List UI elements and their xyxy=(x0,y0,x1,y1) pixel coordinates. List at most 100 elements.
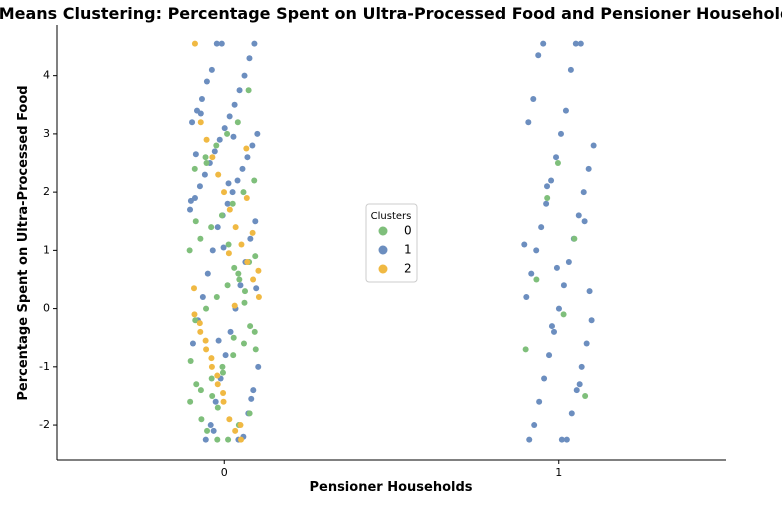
point xyxy=(580,189,587,196)
point xyxy=(236,87,243,94)
point xyxy=(540,40,547,47)
point xyxy=(254,130,261,137)
point xyxy=(244,154,251,161)
point xyxy=(231,101,238,108)
legend-marker xyxy=(378,245,388,255)
point xyxy=(220,390,227,397)
point xyxy=(213,142,220,149)
point xyxy=(538,224,545,231)
point xyxy=(521,241,528,248)
point xyxy=(558,436,565,443)
point xyxy=(229,189,236,196)
point xyxy=(248,395,255,402)
point xyxy=(252,253,259,260)
point xyxy=(191,311,198,318)
point xyxy=(186,247,193,254)
point xyxy=(554,160,561,167)
point xyxy=(211,148,218,155)
point xyxy=(197,328,204,335)
legend: Clusters 0 1 2 xyxy=(365,203,418,283)
point xyxy=(197,119,204,126)
point xyxy=(567,66,574,73)
point xyxy=(533,276,540,283)
point xyxy=(560,282,567,289)
point xyxy=(590,142,597,149)
point xyxy=(528,270,535,277)
point xyxy=(209,247,216,254)
point xyxy=(245,87,252,94)
point xyxy=(218,40,225,47)
point xyxy=(555,305,562,312)
points xyxy=(186,40,597,443)
point xyxy=(230,334,237,341)
point xyxy=(232,224,239,231)
point xyxy=(546,352,553,359)
point xyxy=(225,241,232,248)
point xyxy=(571,235,578,242)
point xyxy=(203,305,210,312)
point xyxy=(553,154,560,161)
point xyxy=(209,392,216,399)
point xyxy=(240,340,247,347)
point xyxy=(224,130,231,137)
point xyxy=(193,381,200,388)
point xyxy=(522,346,529,353)
point xyxy=(191,165,198,172)
point xyxy=(572,40,579,47)
point xyxy=(216,136,223,143)
point xyxy=(252,218,259,225)
point xyxy=(588,317,595,324)
point xyxy=(190,285,197,292)
point xyxy=(187,206,194,213)
point xyxy=(198,416,205,423)
legend-label: 2 xyxy=(404,262,412,276)
point xyxy=(251,328,258,335)
point xyxy=(557,130,564,137)
point xyxy=(231,264,238,271)
point xyxy=(219,363,226,370)
point xyxy=(203,160,210,167)
point xyxy=(202,154,209,161)
point xyxy=(203,78,210,85)
point xyxy=(551,328,558,335)
point xyxy=(239,165,246,172)
point xyxy=(563,436,570,443)
point xyxy=(585,165,592,172)
point xyxy=(553,264,560,271)
point xyxy=(196,320,203,327)
point xyxy=(197,387,204,394)
point xyxy=(247,235,254,242)
point xyxy=(255,267,262,274)
point xyxy=(544,194,551,201)
point xyxy=(198,95,205,102)
y-tick-label: 1 xyxy=(43,243,50,256)
legend-box xyxy=(365,203,418,283)
point xyxy=(255,293,262,300)
point xyxy=(236,276,243,283)
y-tick-label: -2 xyxy=(39,418,50,431)
x-axis-label: Pensioner Households xyxy=(309,480,472,495)
point xyxy=(208,363,215,370)
legend-marker xyxy=(378,264,388,274)
point xyxy=(533,247,540,254)
point xyxy=(215,337,222,344)
point xyxy=(192,151,199,158)
point xyxy=(237,436,244,443)
point xyxy=(191,40,198,47)
y-tick-label: 3 xyxy=(43,127,50,140)
point xyxy=(212,398,219,405)
point xyxy=(201,171,208,178)
point xyxy=(214,224,221,231)
point xyxy=(581,218,588,225)
point xyxy=(208,355,215,362)
point xyxy=(199,293,206,300)
legend-title: Clusters xyxy=(371,211,412,222)
point xyxy=(526,436,533,443)
x-tick-label: 0 xyxy=(221,466,228,479)
point xyxy=(202,436,209,443)
point xyxy=(573,387,580,394)
legend-label: 0 xyxy=(404,224,412,238)
point xyxy=(189,340,196,347)
point xyxy=(578,363,585,370)
point xyxy=(187,197,194,204)
